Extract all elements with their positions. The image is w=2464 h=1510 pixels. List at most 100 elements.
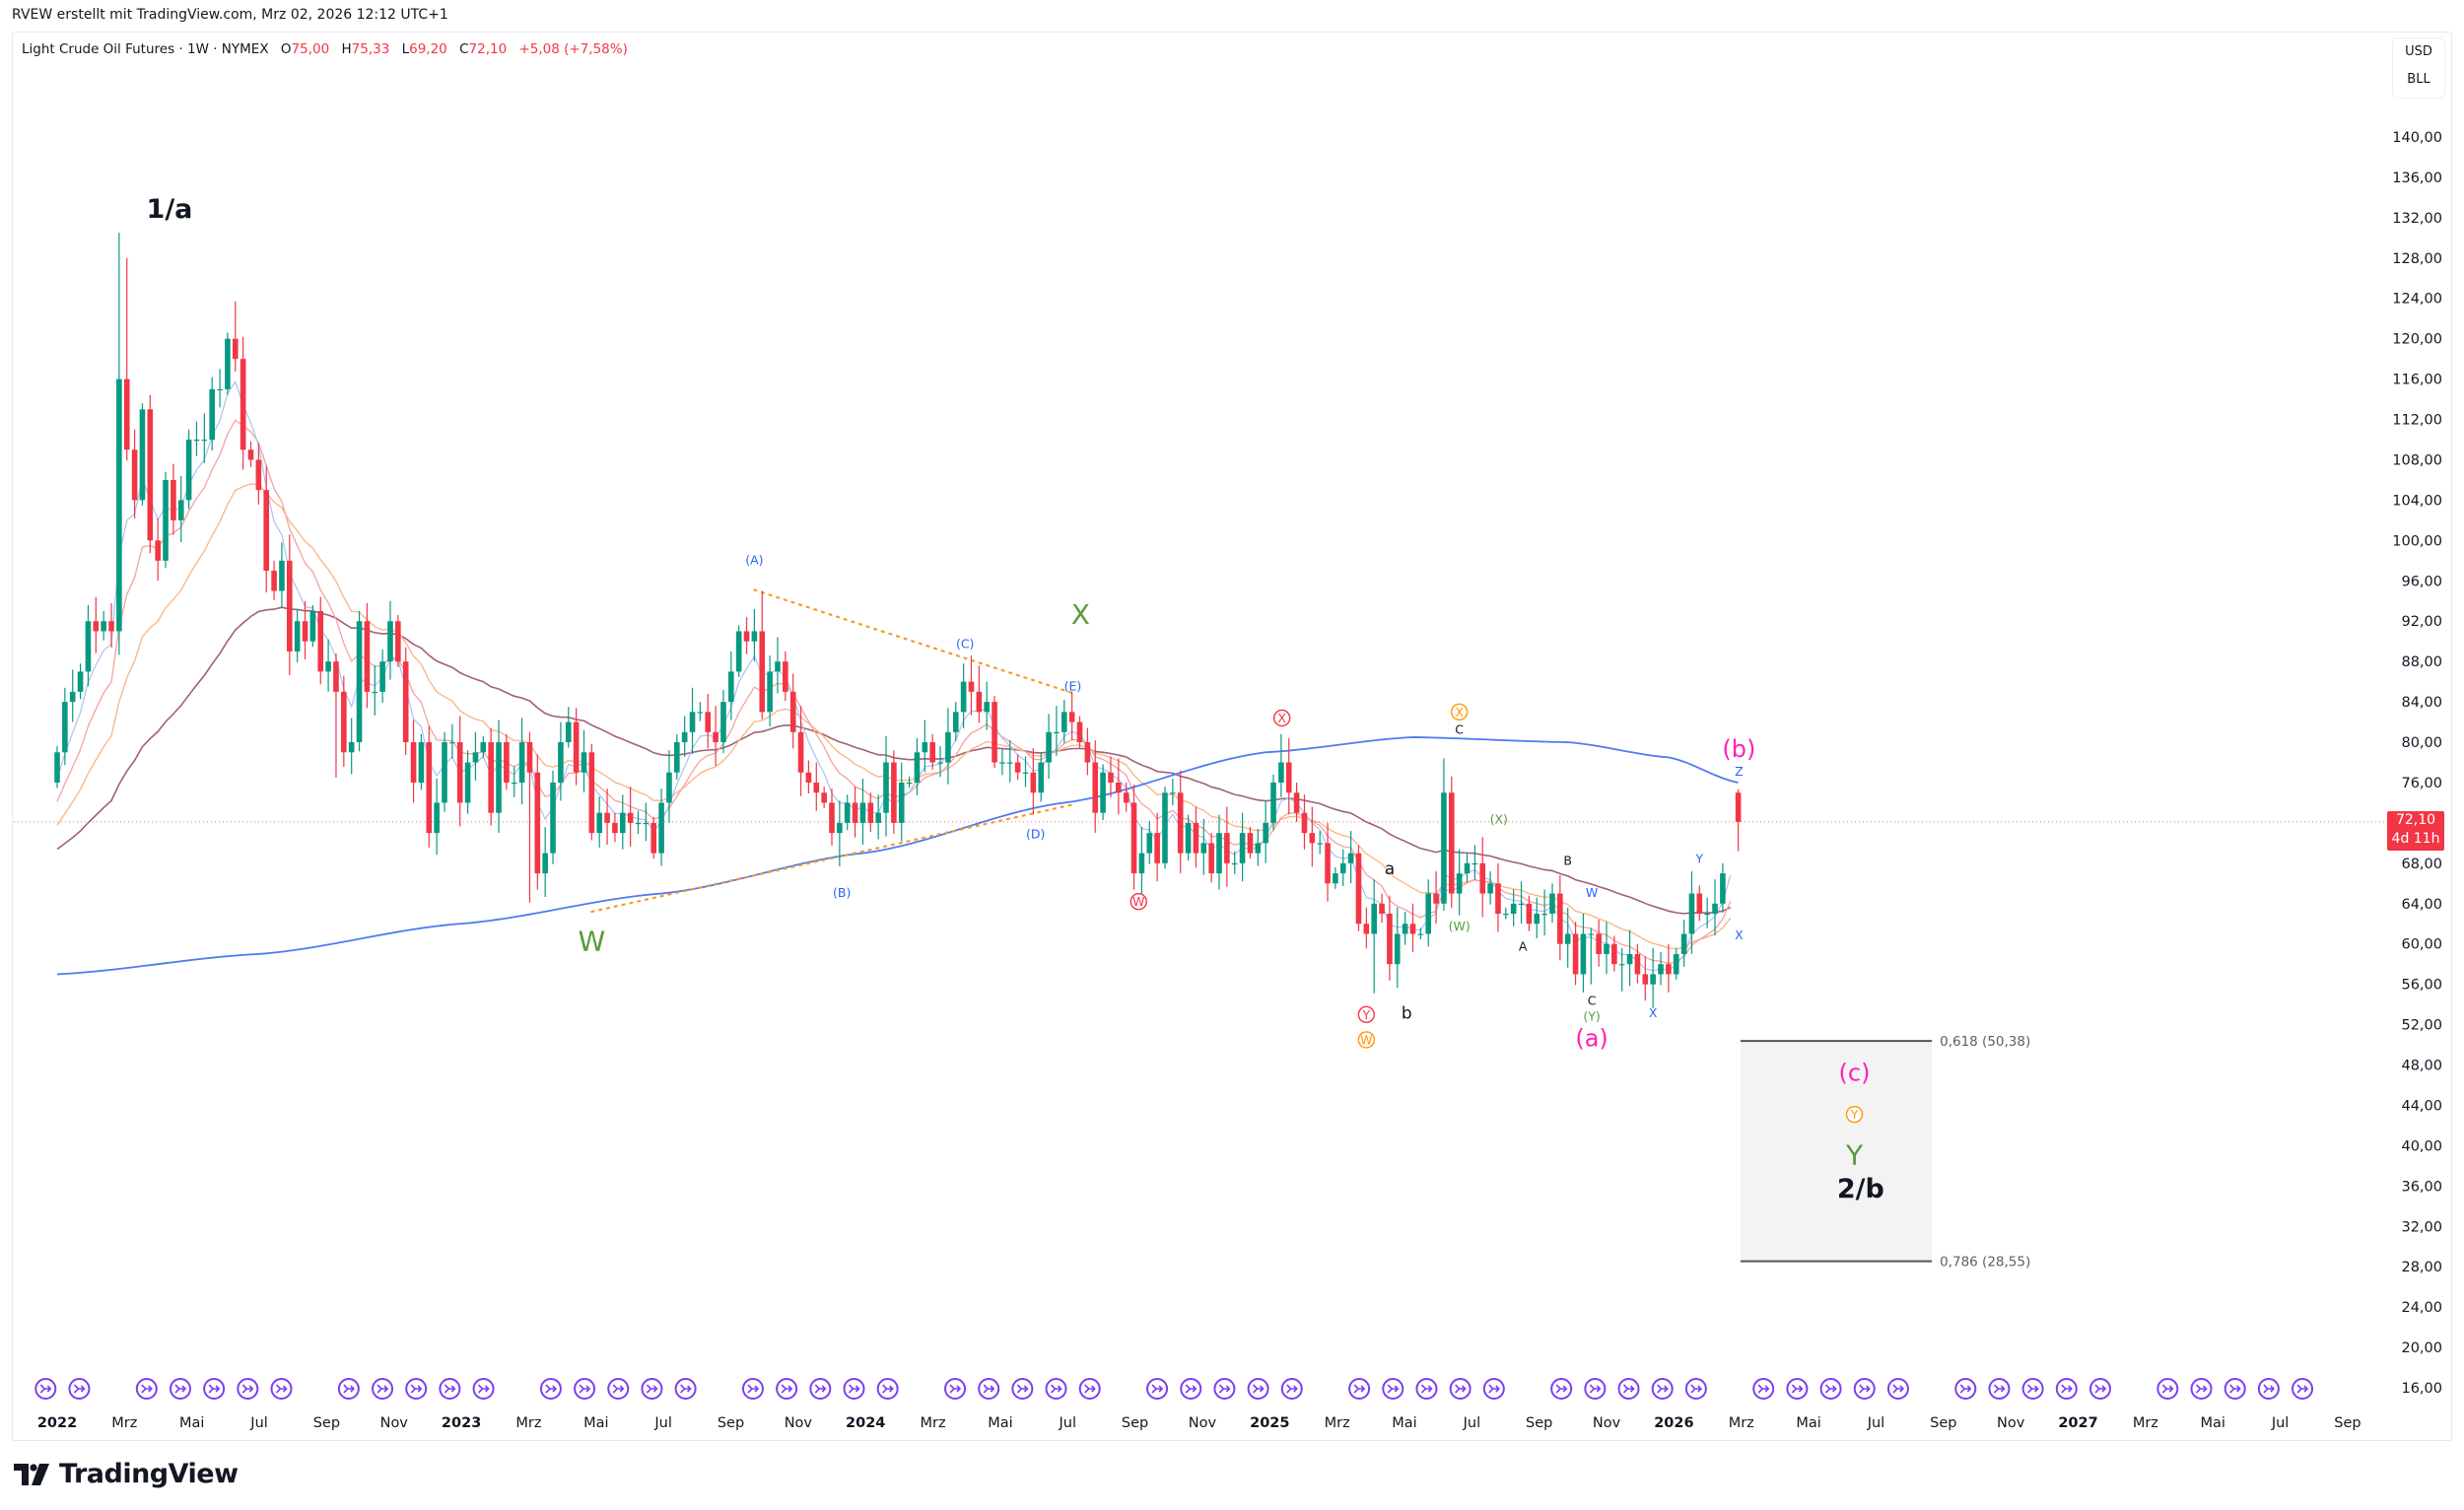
contract-rollover-icon[interactable] [270, 1378, 293, 1400]
contract-rollover-icon[interactable] [607, 1378, 630, 1400]
contract-rollover-icon[interactable] [809, 1378, 832, 1400]
contract-rollover-icon[interactable] [944, 1378, 967, 1400]
contract-rollover-icon[interactable] [1988, 1378, 2011, 1400]
event-arrow [814, 1384, 827, 1394]
contract-rollover-icon[interactable] [876, 1378, 899, 1400]
candle-body [1596, 933, 1602, 954]
contract-rollover-icon[interactable] [169, 1378, 191, 1400]
contract-rollover-icon[interactable] [2055, 1378, 2078, 1400]
contract-rollover-icon[interactable] [1482, 1378, 1505, 1400]
price-tick-label: 128,00 [2392, 251, 2442, 267]
contract-rollover-icon[interactable] [1146, 1378, 1169, 1400]
wave-label-group: 1/a [147, 194, 193, 225]
candle [1030, 748, 1037, 815]
contract-rollover-icon[interactable] [1886, 1378, 1909, 1400]
contract-rollover-icon[interactable] [1684, 1378, 1707, 1400]
candle [193, 421, 200, 456]
contract-rollover-icon[interactable] [472, 1378, 495, 1400]
contract-rollover-icon[interactable] [641, 1378, 663, 1400]
contract-rollover-icon[interactable] [1382, 1378, 1404, 1400]
contract-rollover-icon[interactable] [741, 1378, 764, 1400]
candle-body [1014, 762, 1021, 773]
candle-body [1688, 893, 1695, 934]
contract-rollover-icon[interactable] [135, 1378, 158, 1400]
contract-rollover-icon[interactable] [1045, 1378, 1067, 1400]
candle [1658, 951, 1664, 986]
candle-body [1054, 731, 1060, 734]
contract-rollover-icon[interactable] [1449, 1378, 1472, 1400]
tradingview-logo[interactable]: TradingView [14, 1459, 239, 1489]
candle [1618, 947, 1625, 992]
contract-rollover-icon[interactable] [1819, 1378, 1842, 1400]
contract-rollover-icon[interactable] [2190, 1378, 2213, 1400]
contract-rollover-icon[interactable] [539, 1378, 562, 1400]
candle [1696, 885, 1703, 922]
candle [596, 796, 602, 848]
candle-body [1611, 943, 1617, 965]
contract-rollover-icon[interactable] [574, 1378, 596, 1400]
contract-rollover-icon[interactable] [1752, 1378, 1775, 1400]
contract-rollover-icon[interactable] [2088, 1378, 2111, 1400]
candle-body [674, 742, 680, 773]
contract-rollover-icon[interactable] [337, 1378, 360, 1400]
currency-unit-selector[interactable]: USD BLL [2392, 37, 2445, 99]
candle-body [1425, 893, 1432, 934]
contract-rollover-icon[interactable] [843, 1378, 865, 1400]
event-arrow [1589, 1384, 1602, 1394]
contract-rollover-icon[interactable] [1247, 1378, 1269, 1400]
contract-rollover-icon[interactable] [674, 1378, 697, 1400]
candle [1541, 889, 1547, 936]
contract-rollover-icon[interactable] [1954, 1378, 1977, 1400]
contract-rollover-icon[interactable] [1584, 1378, 1607, 1400]
candle [1626, 929, 1633, 987]
event-arrow [2027, 1384, 2039, 1394]
contract-rollover-icon[interactable] [2224, 1378, 2246, 1400]
contract-rollover-icon[interactable] [1280, 1378, 1303, 1400]
contract-rollover-icon[interactable] [2156, 1378, 2179, 1400]
contract-rollover-icon[interactable] [776, 1378, 798, 1400]
contract-rollover-icon[interactable] [1348, 1378, 1371, 1400]
symbol-legend: Light Crude Oil Futures · 1W · NYMEX O75… [22, 41, 628, 57]
chart-pane[interactable] [12, 32, 2452, 1441]
candle-body [1433, 893, 1439, 904]
wave-label-group: (B) [833, 885, 851, 900]
contract-rollover-icon[interactable] [372, 1378, 394, 1400]
contract-rollover-icon[interactable] [237, 1378, 259, 1400]
contract-rollover-icon[interactable] [405, 1378, 428, 1400]
contract-rollover-icon[interactable] [1853, 1378, 1876, 1400]
price-tick-label: 24,00 [2401, 1300, 2442, 1316]
price-axis: 16,00 20,00 24,00 28,00 32,00 36,00 40,00 44,00… [2392, 130, 2442, 1397]
contract-rollover-icon[interactable] [439, 1378, 461, 1400]
candle-body [217, 388, 223, 391]
contract-rollover-icon[interactable] [1415, 1378, 1438, 1400]
candle-body [1216, 833, 1222, 874]
contract-rollover-icon[interactable] [2021, 1378, 2044, 1400]
contract-rollover-icon[interactable] [1550, 1378, 1573, 1400]
unit-label[interactable]: BLL [2407, 72, 2430, 87]
contract-rollover-icon[interactable] [1651, 1378, 1674, 1400]
candle [775, 637, 781, 694]
event-arrow [2195, 1384, 2208, 1394]
contract-rollover-icon[interactable] [1617, 1378, 1640, 1400]
contract-rollover-icon[interactable] [68, 1378, 91, 1400]
contract-rollover-icon[interactable] [2292, 1378, 2314, 1400]
contract-rollover-icon[interactable] [1180, 1378, 1202, 1400]
currency-label[interactable]: USD [2405, 44, 2432, 59]
contract-rollover-icon[interactable] [1078, 1378, 1101, 1400]
candle [573, 708, 580, 786]
symbol-title[interactable]: Light Crude Oil Futures · 1W · NYMEX [22, 41, 269, 57]
contract-rollover-icon[interactable] [978, 1378, 1000, 1400]
candle-body [1084, 742, 1091, 763]
wave-label: Y [1362, 1007, 1371, 1022]
candle [844, 794, 851, 831]
contract-rollover-icon[interactable] [34, 1378, 57, 1400]
candle-body [604, 812, 610, 823]
contract-rollover-icon[interactable] [1213, 1378, 1236, 1400]
candle [789, 673, 796, 749]
event-arrow [73, 1384, 86, 1394]
contract-rollover-icon[interactable] [2257, 1378, 2280, 1400]
contract-rollover-icon[interactable] [1011, 1378, 1034, 1400]
contract-rollover-icon[interactable] [1786, 1378, 1809, 1400]
contract-rollover-icon[interactable] [203, 1378, 226, 1400]
